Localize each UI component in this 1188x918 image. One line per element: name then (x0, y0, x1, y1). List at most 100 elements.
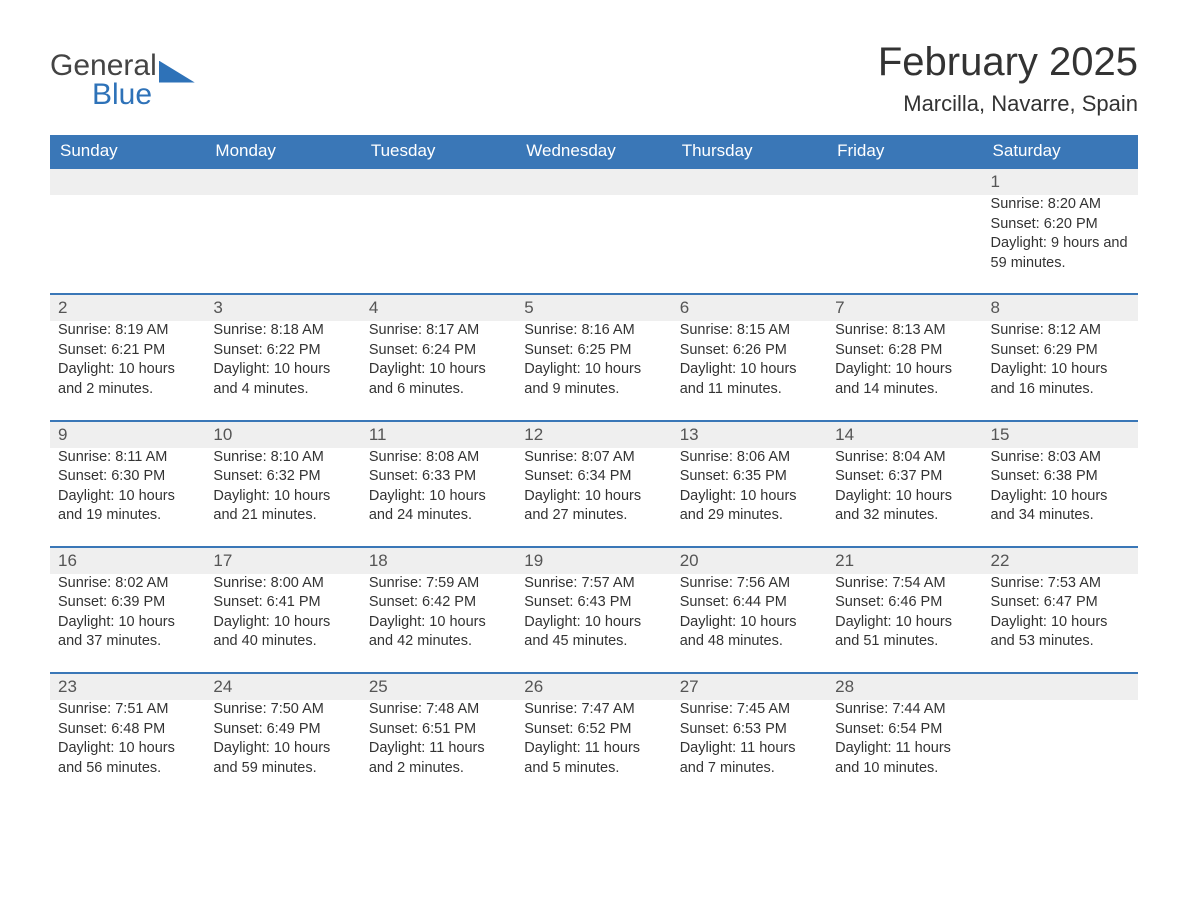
calendar-table: SundayMondayTuesdayWednesdayThursdayFrid… (50, 135, 1138, 798)
day-number: 12 (516, 421, 671, 448)
day-cell: Sunrise: 8:08 AMSunset: 6:33 PMDaylight:… (361, 448, 516, 547)
sunset-line: Sunset: 6:34 PM (524, 467, 663, 487)
day-number: . (516, 168, 671, 195)
daylight-line: Daylight: 10 hours and 29 minutes. (680, 487, 819, 526)
logo-text: General Blue (50, 52, 157, 109)
daylight-line: Daylight: 10 hours and 37 minutes. (58, 613, 197, 652)
day-cell (361, 195, 516, 294)
day-number: 10 (205, 421, 360, 448)
sunrise-line: Sunrise: 8:15 AM (680, 321, 819, 341)
daylight-line: Daylight: 10 hours and 27 minutes. (524, 487, 663, 526)
day-cell: Sunrise: 7:48 AMSunset: 6:51 PMDaylight:… (361, 700, 516, 798)
sunrise-line: Sunrise: 7:44 AM (835, 700, 974, 720)
sunrise-line: Sunrise: 8:16 AM (524, 321, 663, 341)
calendar-header-row: SundayMondayTuesdayWednesdayThursdayFrid… (50, 135, 1138, 168)
sunrise-line: Sunrise: 8:03 AM (991, 448, 1130, 468)
day-number: 24 (205, 673, 360, 700)
daylight-line: Daylight: 10 hours and 2 minutes. (58, 360, 197, 399)
detail-row: Sunrise: 8:02 AMSunset: 6:39 PMDaylight:… (50, 574, 1138, 673)
day-cell: Sunrise: 8:18 AMSunset: 6:22 PMDaylight:… (205, 321, 360, 420)
daylight-line: Daylight: 11 hours and 7 minutes. (680, 739, 819, 778)
day-number: 20 (672, 547, 827, 574)
sunrise-line: Sunrise: 7:57 AM (524, 574, 663, 594)
day-cell (205, 195, 360, 294)
day-cell: Sunrise: 8:10 AMSunset: 6:32 PMDaylight:… (205, 448, 360, 547)
day-cell: Sunrise: 8:13 AMSunset: 6:28 PMDaylight:… (827, 321, 982, 420)
day-cell (827, 195, 982, 294)
sunrise-line: Sunrise: 7:47 AM (524, 700, 663, 720)
detail-row: Sunrise: 8:11 AMSunset: 6:30 PMDaylight:… (50, 448, 1138, 547)
sunrise-line: Sunrise: 8:12 AM (991, 321, 1130, 341)
sunset-line: Sunset: 6:37 PM (835, 467, 974, 487)
day-number: 7 (827, 294, 982, 321)
day-number: . (827, 168, 982, 195)
sunset-line: Sunset: 6:33 PM (369, 467, 508, 487)
daylight-line: Daylight: 10 hours and 4 minutes. (213, 360, 352, 399)
day-cell: Sunrise: 7:59 AMSunset: 6:42 PMDaylight:… (361, 574, 516, 673)
sunrise-line: Sunrise: 8:06 AM (680, 448, 819, 468)
sunrise-line: Sunrise: 7:50 AM (213, 700, 352, 720)
day-number: 6 (672, 294, 827, 321)
day-number: . (361, 168, 516, 195)
sunset-line: Sunset: 6:52 PM (524, 720, 663, 740)
day-number: . (672, 168, 827, 195)
day-number: 14 (827, 421, 982, 448)
sunset-line: Sunset: 6:32 PM (213, 467, 352, 487)
day-cell: Sunrise: 7:45 AMSunset: 6:53 PMDaylight:… (672, 700, 827, 798)
daylight-line: Daylight: 10 hours and 34 minutes. (991, 487, 1130, 526)
sunset-line: Sunset: 6:47 PM (991, 593, 1130, 613)
daylight-line: Daylight: 10 hours and 51 minutes. (835, 613, 974, 652)
sunset-line: Sunset: 6:28 PM (835, 341, 974, 361)
daynum-row: 9101112131415 (50, 421, 1138, 448)
sunset-line: Sunset: 6:22 PM (213, 341, 352, 361)
sunrise-line: Sunrise: 7:54 AM (835, 574, 974, 594)
logo-triangle-icon (159, 61, 195, 83)
day-number: 27 (672, 673, 827, 700)
daylight-line: Daylight: 10 hours and 59 minutes. (213, 739, 352, 778)
day-cell: Sunrise: 7:56 AMSunset: 6:44 PMDaylight:… (672, 574, 827, 673)
daynum-row: 16171819202122 (50, 547, 1138, 574)
day-cell: Sunrise: 8:07 AMSunset: 6:34 PMDaylight:… (516, 448, 671, 547)
day-cell (672, 195, 827, 294)
day-number: 19 (516, 547, 671, 574)
sunrise-line: Sunrise: 7:59 AM (369, 574, 508, 594)
weekday-header: Saturday (983, 135, 1138, 168)
weekday-header: Wednesday (516, 135, 671, 168)
logo: General Blue (50, 52, 195, 109)
day-cell: Sunrise: 7:50 AMSunset: 6:49 PMDaylight:… (205, 700, 360, 798)
day-number: 5 (516, 294, 671, 321)
day-number: 8 (983, 294, 1138, 321)
page-header: General Blue February 2025 Marcilla, Nav… (50, 40, 1138, 117)
day-cell: Sunrise: 8:17 AMSunset: 6:24 PMDaylight:… (361, 321, 516, 420)
day-cell: Sunrise: 8:00 AMSunset: 6:41 PMDaylight:… (205, 574, 360, 673)
day-number: 11 (361, 421, 516, 448)
day-number: 21 (827, 547, 982, 574)
day-cell: Sunrise: 7:54 AMSunset: 6:46 PMDaylight:… (827, 574, 982, 673)
sunset-line: Sunset: 6:54 PM (835, 720, 974, 740)
sunset-line: Sunset: 6:24 PM (369, 341, 508, 361)
sunrise-line: Sunrise: 8:19 AM (58, 321, 197, 341)
daylight-line: Daylight: 10 hours and 40 minutes. (213, 613, 352, 652)
daylight-line: Daylight: 9 hours and 59 minutes. (991, 234, 1130, 273)
day-cell (983, 700, 1138, 798)
sunset-line: Sunset: 6:49 PM (213, 720, 352, 740)
detail-row: Sunrise: 8:20 AMSunset: 6:20 PMDaylight:… (50, 195, 1138, 294)
weekday-header: Friday (827, 135, 982, 168)
sunset-line: Sunset: 6:53 PM (680, 720, 819, 740)
sunrise-line: Sunrise: 8:02 AM (58, 574, 197, 594)
day-number: 4 (361, 294, 516, 321)
daylight-line: Daylight: 10 hours and 42 minutes. (369, 613, 508, 652)
sunrise-line: Sunrise: 8:17 AM (369, 321, 508, 341)
sunrise-line: Sunrise: 8:00 AM (213, 574, 352, 594)
sunset-line: Sunset: 6:35 PM (680, 467, 819, 487)
day-number: 16 (50, 547, 205, 574)
day-number: 2 (50, 294, 205, 321)
day-cell: Sunrise: 7:51 AMSunset: 6:48 PMDaylight:… (50, 700, 205, 798)
daynum-row: ......1 (50, 168, 1138, 195)
day-cell: Sunrise: 8:20 AMSunset: 6:20 PMDaylight:… (983, 195, 1138, 294)
sunrise-line: Sunrise: 8:08 AM (369, 448, 508, 468)
sunset-line: Sunset: 6:30 PM (58, 467, 197, 487)
sunset-line: Sunset: 6:42 PM (369, 593, 508, 613)
detail-row: Sunrise: 8:19 AMSunset: 6:21 PMDaylight:… (50, 321, 1138, 420)
sunrise-line: Sunrise: 8:13 AM (835, 321, 974, 341)
